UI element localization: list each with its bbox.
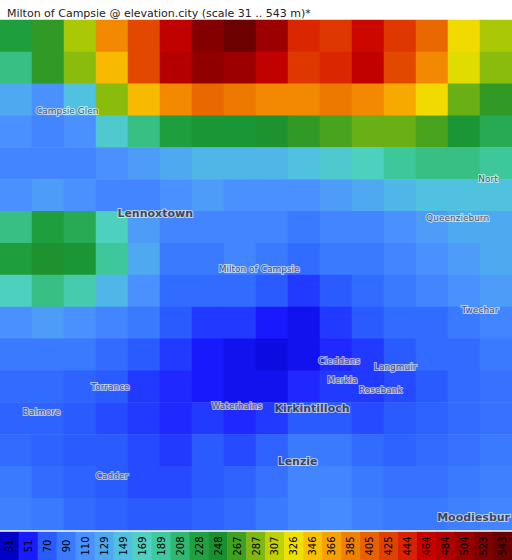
svg-text:405: 405 — [364, 536, 375, 555]
svg-text:Milton of Campsie: Milton of Campsie — [219, 264, 300, 274]
svg-text:Nort: Nort — [478, 174, 498, 184]
svg-text:70: 70 — [42, 540, 53, 553]
svg-text:228: 228 — [194, 536, 205, 555]
svg-text:425: 425 — [383, 536, 394, 555]
svg-text:90: 90 — [61, 540, 72, 553]
svg-text:287: 287 — [251, 536, 262, 555]
svg-text:Cadder: Cadder — [96, 471, 129, 481]
svg-text:169: 169 — [137, 536, 148, 555]
svg-text:484: 484 — [440, 536, 451, 555]
svg-text:Twechar: Twechar — [461, 305, 499, 315]
svg-text:543: 543 — [497, 536, 508, 555]
svg-text:Kirkintilloch: Kirkintilloch — [274, 402, 349, 415]
svg-text:31: 31 — [4, 540, 15, 553]
svg-text:267: 267 — [232, 536, 243, 555]
svg-text:Torrance: Torrance — [90, 382, 130, 392]
svg-text:Cleddans: Cleddans — [318, 356, 360, 366]
svg-text:110: 110 — [80, 536, 91, 555]
svg-text:Milton of Campsie @ elevation.: Milton of Campsie @ elevation.city (scal… — [7, 7, 311, 20]
svg-text:208: 208 — [175, 536, 186, 555]
svg-text:504: 504 — [459, 536, 470, 555]
svg-text:307: 307 — [269, 536, 280, 555]
svg-text:385: 385 — [345, 536, 356, 555]
svg-text:464: 464 — [421, 536, 432, 555]
svg-text:189: 189 — [156, 536, 167, 555]
svg-text:Campsie Glen: Campsie Glen — [36, 106, 99, 116]
svg-text:Lennoxtown: Lennoxtown — [117, 207, 193, 220]
svg-text:Merkla: Merkla — [327, 375, 357, 385]
svg-text:248: 248 — [213, 536, 224, 555]
svg-text:346: 346 — [307, 536, 318, 555]
svg-text:326: 326 — [288, 536, 299, 555]
svg-text:523: 523 — [478, 536, 489, 555]
svg-text:Waterhains: Waterhains — [212, 401, 263, 411]
svg-text:Langmuir: Langmuir — [374, 362, 417, 372]
svg-text:149: 149 — [118, 536, 129, 555]
svg-text:366: 366 — [326, 536, 337, 555]
svg-text:51: 51 — [23, 540, 34, 553]
svg-text:444: 444 — [402, 536, 413, 555]
svg-text:129: 129 — [99, 536, 110, 555]
svg-text:Queenzieburn: Queenzieburn — [426, 213, 489, 223]
svg-text:Moodiesbur: Moodiesbur — [437, 511, 510, 524]
svg-text:Balmore: Balmore — [23, 407, 61, 417]
svg-text:Lenzie: Lenzie — [278, 455, 318, 468]
svg-text:Rosebank: Rosebank — [359, 385, 404, 395]
